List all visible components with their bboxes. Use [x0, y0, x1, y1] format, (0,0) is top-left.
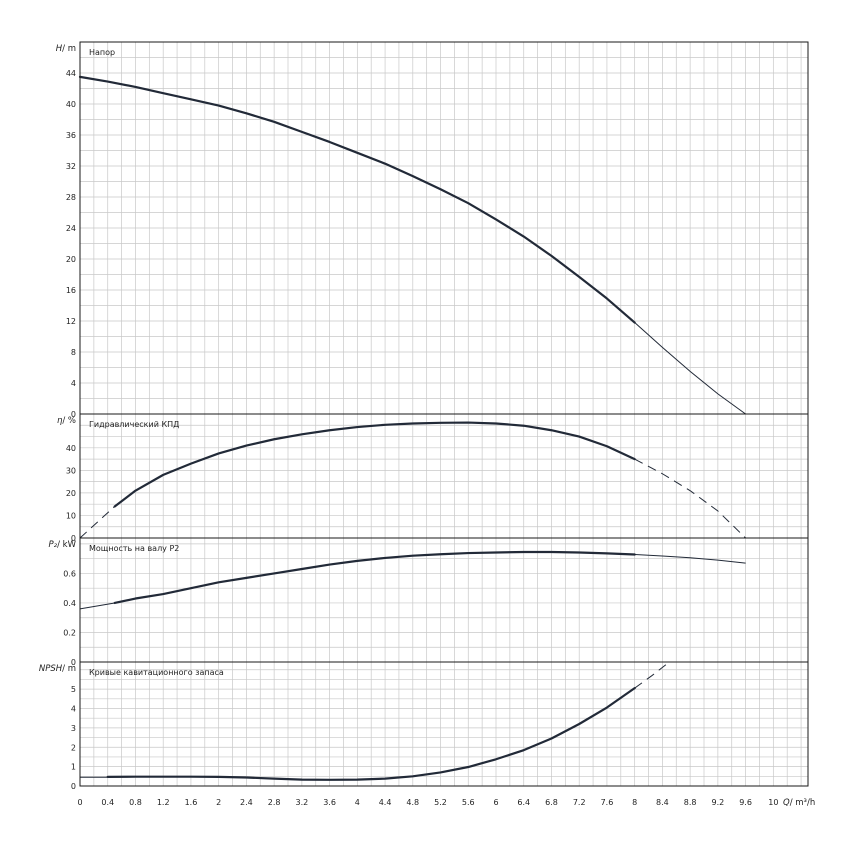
y-tick-label: 0: [71, 658, 76, 667]
panel-title: Мощность на валу P2: [89, 544, 179, 553]
x-tick-label: 4: [355, 798, 360, 807]
y-tick-label: 40: [66, 100, 76, 109]
x-tick-label: 4.8: [406, 798, 419, 807]
x-tick-label: 4.4: [379, 798, 392, 807]
y-tick-label: 44: [66, 69, 76, 78]
y-tick-label: 28: [66, 193, 76, 202]
y-tick-label: 16: [66, 286, 76, 295]
panel-title: Кривые кавитационного запаса: [89, 668, 224, 677]
series-line-power: [79, 602, 115, 610]
x-tick-label: 3.6: [323, 798, 336, 807]
x-tick-label: 5.2: [434, 798, 447, 807]
series-line-npsh: [106, 687, 636, 781]
y-tick-label: 20: [66, 255, 76, 264]
y-tick-label: 0.2: [63, 628, 76, 637]
y-tick-label: 24: [66, 224, 76, 233]
x-tick-label: 0.4: [101, 798, 114, 807]
y-tick-label: 0: [71, 782, 76, 791]
panel-frame-power: [79, 537, 809, 663]
y-tick-label: 1: [71, 763, 76, 772]
x-tick-label: 10: [768, 798, 778, 807]
panel-frame-efficiency: [79, 413, 809, 539]
x-tick-label: 0.8: [129, 798, 142, 807]
x-tick-label: 0: [77, 798, 82, 807]
y-tick-label: 30: [66, 466, 76, 475]
x-tick-label: 2.8: [268, 798, 281, 807]
y-tick-label: 36: [66, 131, 76, 140]
series-line-head: [634, 322, 746, 415]
y-tick-label: 0: [71, 534, 76, 543]
series-line-head: [78, 75, 636, 324]
y-tick-label: 20: [66, 489, 76, 498]
y-tick-label: 2: [71, 743, 76, 752]
y-tick-label: 0.4: [63, 599, 76, 608]
x-tick-label: 6: [493, 798, 498, 807]
series-line-power: [113, 550, 636, 605]
x-tick-label: 5.6: [462, 798, 475, 807]
x-tick-label: 8.8: [684, 798, 697, 807]
y-tick-label: 3: [71, 724, 76, 733]
x-tick-label: 2: [216, 798, 221, 807]
x-tick-label: 9.6: [739, 798, 752, 807]
x-axis-label: Q/ m³/h: [783, 798, 815, 808]
y-axis-label: η/ %: [57, 416, 76, 426]
series-line-efficiency: [79, 506, 116, 539]
x-tick-label: 1.6: [185, 798, 198, 807]
x-tick-label: 8.4: [656, 798, 669, 807]
y-tick-label: 5: [71, 685, 76, 694]
y-tick-label: 0: [71, 410, 76, 419]
y-tick-label: 32: [66, 162, 76, 171]
y-tick-label: 0.6: [63, 569, 76, 578]
y-tick-label: 4: [71, 705, 76, 714]
x-tick-label: 6.4: [517, 798, 530, 807]
y-tick-label: 40: [66, 444, 76, 453]
y-axis-label: NPSH/ m: [39, 664, 76, 674]
panel-title: Гидравлический КПД: [89, 420, 179, 429]
x-tick-label: 6.8: [545, 798, 558, 807]
x-tick-label: 8: [632, 798, 637, 807]
grid: [80, 42, 808, 786]
series-line-power: [634, 554, 746, 564]
curves: [78, 75, 746, 781]
y-tick-label: 10: [66, 511, 76, 520]
panel-title: Напор: [89, 48, 115, 57]
x-tick-label: 3.2: [295, 798, 308, 807]
y-tick-label: 4: [71, 379, 76, 388]
y-tick-label: 12: [66, 317, 76, 326]
series-line-efficiency: [113, 421, 636, 508]
series-line-npsh: [634, 661, 670, 689]
x-tick-label: 7.6: [601, 798, 614, 807]
panel-frame-npsh: [79, 661, 809, 787]
x-tick-label: 7.2: [573, 798, 586, 807]
panel-frames: [79, 41, 809, 787]
x-tick-label: 2.4: [240, 798, 253, 807]
y-axis-label: H/ m: [56, 44, 76, 54]
y-axis-label: P₂/ kW: [49, 540, 77, 550]
x-tick-label: 1.2: [157, 798, 170, 807]
x-tick-label: 9.2: [711, 798, 724, 807]
y-tick-label: 8: [71, 348, 76, 357]
series-line-efficiency: [634, 458, 746, 539]
